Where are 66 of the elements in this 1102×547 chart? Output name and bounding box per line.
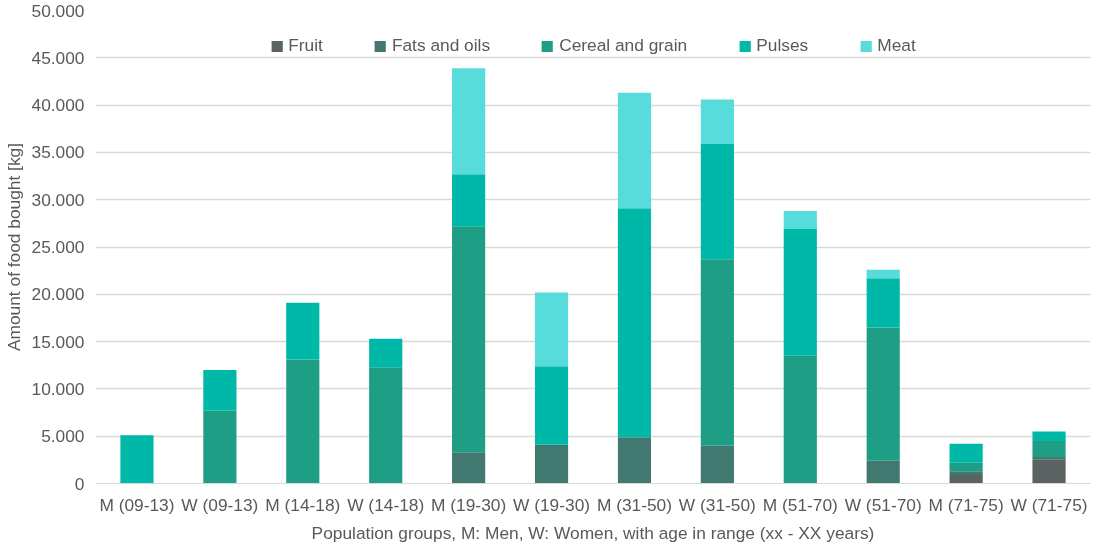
x-tick-label: M (09-13) xyxy=(99,494,175,515)
bar xyxy=(866,327,900,461)
bar xyxy=(534,292,569,367)
bar xyxy=(1032,457,1066,460)
bar xyxy=(1032,459,1066,484)
bar xyxy=(949,462,983,472)
bar xyxy=(866,269,900,279)
legend-label: Cereal and grain xyxy=(559,35,688,56)
bar xyxy=(534,366,569,445)
y-tick-label: 50.000 xyxy=(31,0,85,21)
bar xyxy=(452,226,486,453)
y-tick-label: 35.000 xyxy=(31,142,85,163)
x-tick-label: W (71-75) xyxy=(1010,494,1088,515)
bar xyxy=(452,452,486,484)
y-tick-label: 10.000 xyxy=(31,378,85,399)
bar xyxy=(866,460,900,484)
y-tick-label: 25.000 xyxy=(31,237,85,257)
y-tick-label: 20.000 xyxy=(31,284,85,305)
bar xyxy=(286,359,320,484)
bar xyxy=(700,143,734,260)
y-tick-label: 5.000 xyxy=(41,426,85,447)
bar xyxy=(534,444,569,484)
bar xyxy=(783,229,817,356)
legend-label: Fruit xyxy=(288,35,323,56)
x-tick-label: W (31-50) xyxy=(678,494,756,515)
y-tick-label: 40.000 xyxy=(31,95,85,116)
bar xyxy=(783,355,817,484)
y-tick-label: 0 xyxy=(74,473,85,494)
bar xyxy=(203,369,237,411)
x-tick-label: M (14-18) xyxy=(265,494,341,515)
x-axis-title: Population groups, M: Men, W: Women, with age in range (xx - XX years) xyxy=(311,522,875,543)
bar xyxy=(700,259,734,446)
bar xyxy=(700,99,734,144)
bar xyxy=(203,410,237,484)
bar xyxy=(866,278,900,328)
bar xyxy=(617,92,652,209)
bar xyxy=(286,302,320,360)
legend-label: Meat xyxy=(877,35,916,56)
x-tick-label: W (14-18) xyxy=(347,494,425,515)
bar xyxy=(1032,440,1066,458)
bar xyxy=(1032,431,1066,441)
bar xyxy=(452,68,486,175)
x-tick-label: M (51-70) xyxy=(762,494,838,515)
bar xyxy=(617,208,652,438)
legend-label: Fats and oils xyxy=(391,35,491,56)
bar xyxy=(617,437,652,484)
bar xyxy=(700,445,734,484)
x-tick-label: M (19-30) xyxy=(431,494,507,515)
x-tick-label: W (51-70) xyxy=(844,494,922,515)
bar xyxy=(120,435,154,484)
bar xyxy=(949,471,983,475)
legend-label: Pulses xyxy=(756,35,809,56)
y-tick-label: 15.000 xyxy=(31,331,85,352)
y-tick-label: 45.000 xyxy=(31,47,85,68)
bar xyxy=(369,338,403,368)
x-tick-label: M (31-50) xyxy=(596,494,673,515)
x-tick-label: W (19-30) xyxy=(513,494,591,515)
x-tick-label: W (09-13) xyxy=(181,494,259,515)
bar xyxy=(452,174,486,227)
bar xyxy=(369,367,403,484)
x-tick-label: M (71-75) xyxy=(928,494,1004,515)
bar xyxy=(949,443,983,463)
y-tick-label: 30.000 xyxy=(31,189,85,210)
bar xyxy=(783,211,817,230)
bar xyxy=(949,474,983,484)
y-axis-title: Amount of food bought [kg] xyxy=(3,142,24,352)
